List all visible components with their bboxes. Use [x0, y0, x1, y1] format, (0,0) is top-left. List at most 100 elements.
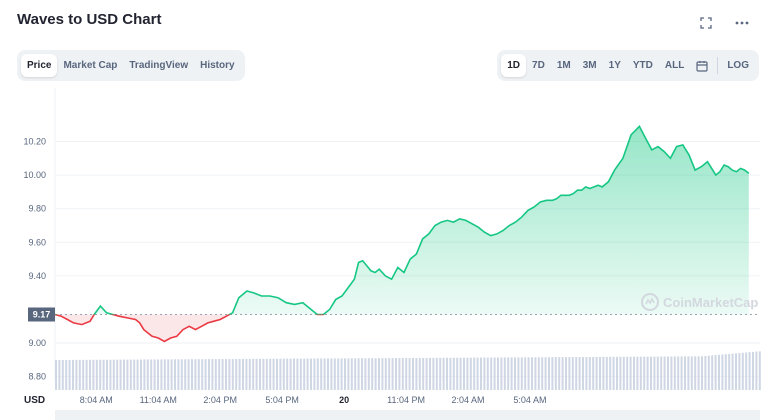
volume-bar	[327, 358, 329, 390]
volume-bar	[129, 359, 132, 390]
volume-bar	[527, 357, 530, 390]
volume-bar	[571, 357, 574, 390]
volume-bar	[721, 354, 724, 390]
volume-bar	[272, 358, 275, 390]
volume-bar	[401, 358, 404, 390]
range-3m[interactable]: 3M	[582, 60, 597, 71]
volume-bar	[680, 356, 683, 390]
divider	[717, 57, 719, 74]
range-7d[interactable]: 7D	[532, 60, 545, 71]
volume-bar	[289, 358, 292, 390]
volume-bar	[483, 357, 486, 390]
volume-bar	[231, 358, 234, 390]
volume-bar	[126, 359, 129, 390]
volume-bar	[486, 357, 489, 390]
volume-bar	[160, 359, 163, 390]
volume-bar	[636, 356, 639, 390]
volume-bar	[367, 358, 370, 390]
log-toggle[interactable]: LOG	[727, 60, 749, 71]
volume-bar	[259, 358, 261, 390]
y-tick-label: 9.80	[28, 204, 46, 214]
calendar-button[interactable]	[690, 54, 714, 77]
volume-bar	[439, 357, 442, 390]
tab-tradingview[interactable]: TradingView	[129, 60, 189, 71]
price-area-fill	[55, 126, 749, 315]
volume-bar	[745, 352, 748, 390]
volume-bar	[55, 360, 57, 390]
page-title: Waves to USD Chart	[17, 11, 162, 28]
tab-price[interactable]: Price	[21, 54, 58, 77]
volume-bar	[541, 357, 544, 390]
volume-bar	[252, 358, 255, 390]
volume-bar	[265, 358, 268, 390]
chart-watermark: CoinMarketCap	[641, 293, 758, 311]
volume-bar	[95, 359, 98, 390]
reference-price-label: 9.17	[33, 310, 51, 320]
tab-history[interactable]: History	[200, 60, 235, 71]
range-1y[interactable]: 1Y	[608, 60, 621, 71]
volume-bar	[592, 356, 595, 390]
range-1m[interactable]: 1M	[556, 60, 571, 71]
volume-bar	[456, 357, 459, 390]
volume-bar	[432, 357, 435, 390]
volume-bar	[503, 357, 506, 390]
y-tick-label: 9.00	[28, 338, 46, 348]
chart-toolbar-icons	[697, 14, 751, 32]
volume-bar	[551, 357, 554, 390]
volume-bar	[116, 359, 119, 390]
currency-label: USD	[24, 395, 45, 406]
volume-bar	[167, 359, 170, 390]
volume-bar	[704, 355, 707, 390]
volume-bar	[718, 354, 720, 390]
volume-bar	[99, 359, 102, 390]
volume-bar	[286, 358, 289, 390]
volume-bar	[558, 357, 561, 390]
watermark-text: CoinMarketCap	[663, 295, 758, 310]
range-ytd[interactable]: YTD	[632, 60, 653, 71]
volume-bar	[391, 358, 394, 390]
volume-bar	[68, 359, 71, 390]
volume-bar	[361, 358, 363, 390]
volume-bar	[701, 356, 703, 390]
volume-bar	[78, 359, 81, 390]
volume-bar	[238, 358, 241, 390]
volume-bar	[626, 356, 629, 390]
volume-bar	[350, 358, 353, 390]
volume-bar	[476, 357, 479, 390]
volume-bar	[221, 359, 224, 390]
volume-bar	[177, 359, 180, 390]
y-axis: 10.20 10.00 9.80 9.60 9.40 9.00 8.80 9.17	[23, 137, 55, 382]
volume-bar	[197, 359, 200, 390]
volume-bar	[208, 359, 210, 390]
reference-price-badge	[28, 307, 55, 322]
volume-bar	[150, 359, 153, 390]
range-1d[interactable]: 1D	[501, 54, 527, 77]
volume-bar	[395, 358, 397, 390]
y-tick-label: 9.40	[28, 271, 46, 281]
volume-bar	[133, 359, 136, 390]
volume-bar	[276, 358, 278, 390]
range-all[interactable]: ALL	[664, 60, 685, 71]
volume-bar	[697, 356, 700, 390]
volume-bar	[660, 356, 663, 390]
fullscreen-icon[interactable]	[697, 14, 715, 32]
volume-bar	[714, 355, 717, 390]
volume-bar	[378, 358, 380, 390]
volume-bar	[622, 356, 625, 390]
volume-bar	[531, 357, 533, 390]
volume-bar	[102, 359, 105, 390]
volume-bar	[384, 358, 387, 390]
volume-bar	[480, 357, 482, 390]
volume-bar	[228, 359, 231, 390]
volume-bar	[731, 353, 734, 390]
volume-bar	[408, 357, 411, 390]
volume-bar	[163, 359, 166, 390]
tab-market-cap[interactable]: Market Cap	[63, 60, 118, 71]
volume-bar	[347, 358, 350, 390]
volume-bar	[667, 356, 669, 390]
more-icon[interactable]	[733, 14, 751, 32]
volume-bar	[595, 356, 598, 390]
volume-bar	[758, 351, 761, 390]
volume-bar	[602, 356, 605, 390]
volume-bar	[119, 359, 122, 390]
